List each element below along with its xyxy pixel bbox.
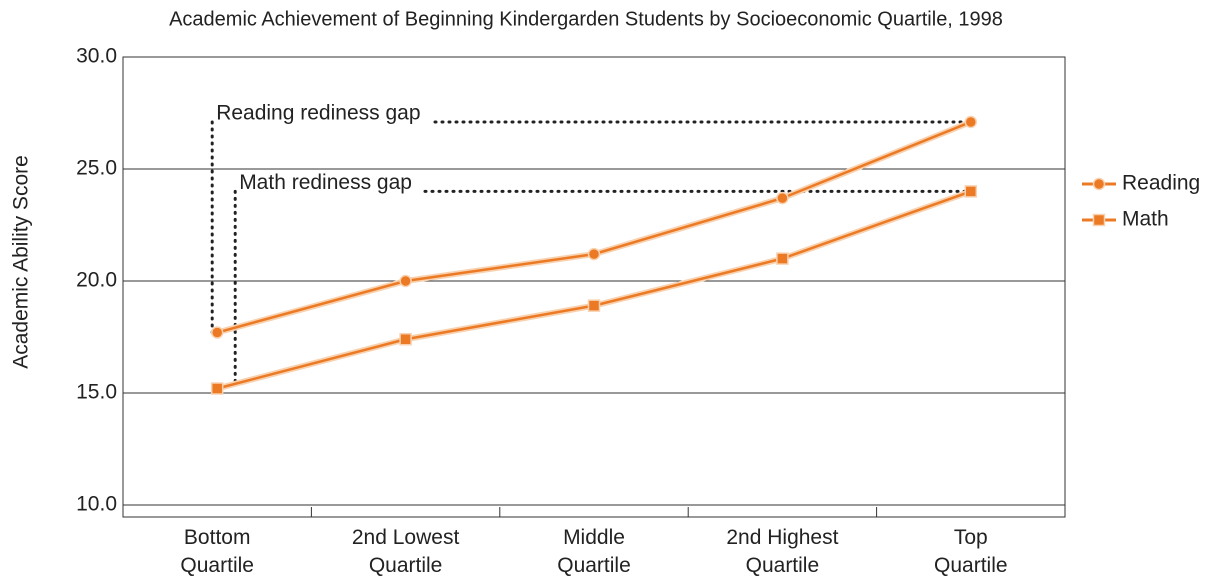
x-tick-label: Bottom Quartile xyxy=(180,526,254,577)
point xyxy=(776,191,789,205)
annotation: Math rediness gap xyxy=(239,171,412,194)
point xyxy=(776,252,789,265)
legend-marker xyxy=(1092,177,1106,191)
x-tick-label: 2nd Highest Quartile xyxy=(726,526,838,577)
legend-label: Reading xyxy=(1122,172,1200,195)
point xyxy=(399,332,412,346)
point xyxy=(964,115,978,129)
y-tick-label: 10.0 xyxy=(76,493,117,516)
x-tick-label: Top Quartile xyxy=(934,526,1008,577)
legend-marker xyxy=(1092,213,1106,227)
point xyxy=(210,326,224,339)
chart-title: Academic Achievement of Beginning Kinder… xyxy=(169,8,1003,30)
y-tick-label: 25.0 xyxy=(76,157,117,180)
x-tick-label: 2nd Lowest Quartile xyxy=(352,526,460,577)
y-tick-label: 15.0 xyxy=(76,381,117,404)
point xyxy=(399,274,412,288)
y-axis-label: Academic Ability Score xyxy=(10,155,33,369)
point xyxy=(964,185,978,198)
annotation: Reading rediness gap xyxy=(216,102,420,125)
plot-frame xyxy=(122,56,1066,518)
point xyxy=(210,382,224,395)
y-tick-label: 30.0 xyxy=(76,45,117,68)
point xyxy=(587,299,601,312)
legend-label: Math xyxy=(1122,208,1169,231)
x-tick-label: Middle Quartile xyxy=(557,526,631,577)
point xyxy=(587,247,601,261)
series-line xyxy=(216,190,972,390)
y-tick-label: 20.0 xyxy=(76,269,117,292)
